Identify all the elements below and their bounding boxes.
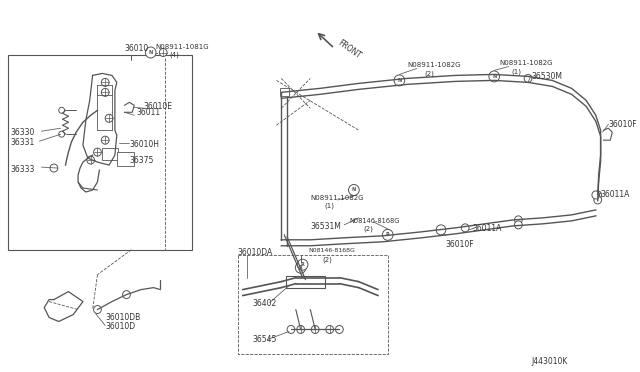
Text: 36011A: 36011A — [473, 224, 502, 233]
Text: R: R — [301, 262, 305, 267]
Text: N08911-1082G: N08911-1082G — [407, 62, 461, 68]
Text: (2): (2) — [364, 226, 373, 232]
Bar — [102, 148, 118, 160]
Text: (1): (1) — [325, 203, 335, 209]
Text: 36011A: 36011A — [600, 190, 630, 199]
Bar — [280, 89, 289, 96]
Circle shape — [145, 47, 156, 58]
Text: 36011: 36011 — [136, 108, 160, 117]
Text: N08146-8168G: N08146-8168G — [349, 218, 399, 224]
Circle shape — [461, 224, 469, 232]
Circle shape — [297, 259, 308, 270]
Circle shape — [295, 262, 306, 273]
Text: 36010D: 36010D — [105, 323, 135, 331]
Text: R: R — [386, 232, 390, 237]
Circle shape — [311, 326, 319, 333]
Text: 36010: 36010 — [125, 44, 149, 52]
Circle shape — [349, 185, 359, 195]
Text: 36010F: 36010F — [609, 120, 637, 129]
Text: 36010F: 36010F — [446, 240, 474, 249]
Text: R: R — [299, 265, 303, 270]
Bar — [117, 152, 134, 166]
Circle shape — [383, 229, 393, 240]
Text: 36545: 36545 — [252, 336, 276, 344]
Text: N: N — [397, 78, 401, 83]
Circle shape — [159, 48, 167, 57]
Circle shape — [87, 156, 95, 164]
Circle shape — [101, 89, 109, 96]
Text: (1): (1) — [511, 68, 522, 75]
Circle shape — [524, 74, 532, 82]
Text: 36331: 36331 — [10, 138, 35, 147]
Text: N08911-1082G: N08911-1082G — [499, 61, 552, 67]
Circle shape — [59, 107, 65, 113]
Text: 36010DB: 36010DB — [105, 312, 140, 321]
Text: 36530M: 36530M — [531, 73, 562, 81]
Circle shape — [93, 148, 101, 156]
Text: N: N — [352, 187, 356, 192]
Text: 36010H: 36010H — [129, 140, 159, 149]
Bar — [238, 255, 388, 355]
Text: N08146-8168G: N08146-8168G — [308, 248, 355, 253]
Text: 36333: 36333 — [10, 165, 35, 174]
Bar — [286, 276, 325, 288]
Text: N08911-1081G: N08911-1081G — [156, 44, 209, 49]
Circle shape — [326, 326, 333, 333]
Circle shape — [515, 221, 522, 229]
Circle shape — [287, 326, 295, 333]
Text: 36330: 36330 — [10, 128, 35, 137]
Circle shape — [436, 225, 446, 235]
Circle shape — [515, 216, 522, 224]
Circle shape — [335, 326, 343, 333]
Circle shape — [592, 191, 600, 199]
Text: (4): (4) — [169, 51, 179, 58]
Circle shape — [105, 114, 113, 122]
Text: N: N — [492, 74, 496, 79]
Bar — [8, 55, 192, 250]
Circle shape — [59, 131, 65, 137]
Circle shape — [594, 196, 602, 204]
Text: J443010K: J443010K — [531, 357, 567, 366]
Circle shape — [101, 78, 109, 86]
Text: 36010DA: 36010DA — [238, 248, 273, 257]
Circle shape — [594, 191, 602, 199]
Circle shape — [50, 164, 58, 172]
Text: N08911-1082G: N08911-1082G — [310, 195, 364, 201]
Circle shape — [489, 71, 499, 82]
Text: FRONT: FRONT — [337, 39, 363, 61]
Text: 36531M: 36531M — [310, 222, 341, 231]
Text: (2): (2) — [322, 257, 332, 263]
Text: (2): (2) — [424, 70, 435, 77]
Circle shape — [394, 75, 404, 86]
Text: 36010E: 36010E — [144, 102, 173, 111]
Circle shape — [123, 291, 131, 299]
Circle shape — [101, 136, 109, 144]
Circle shape — [93, 305, 101, 314]
Text: N: N — [148, 50, 153, 55]
Text: 36375: 36375 — [129, 156, 154, 165]
Text: 36402: 36402 — [252, 299, 276, 308]
Circle shape — [297, 326, 305, 333]
